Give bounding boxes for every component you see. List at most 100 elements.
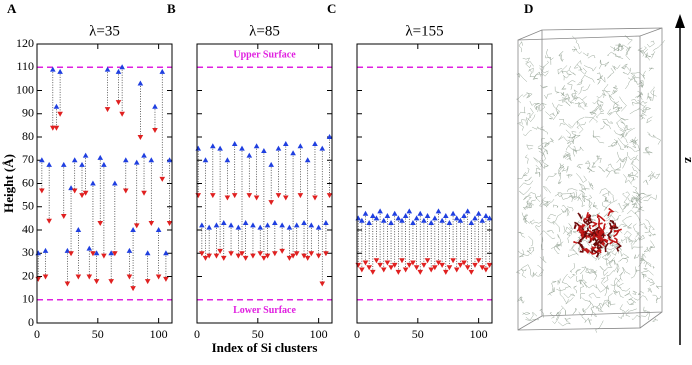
polymer-chain xyxy=(570,193,582,200)
marker xyxy=(46,161,52,167)
polymer-chain xyxy=(625,74,636,90)
polymer-chain xyxy=(571,191,577,202)
polymer-chain xyxy=(648,246,653,252)
surface-label: Lower Surface xyxy=(233,305,296,316)
polymer-chain xyxy=(598,166,605,173)
marker xyxy=(231,140,238,146)
polymer-chain xyxy=(559,123,566,127)
polymer-chain xyxy=(596,154,602,164)
polymer-chain xyxy=(645,106,652,112)
panel-title: λ=85 xyxy=(249,23,280,39)
polymer-chain xyxy=(515,94,524,104)
polymer-chain xyxy=(597,77,602,85)
marker xyxy=(119,111,125,117)
y-tick-label: 20 xyxy=(22,268,34,282)
polymer-chain xyxy=(632,191,641,200)
polymer-chain xyxy=(567,248,578,258)
marker xyxy=(410,220,416,226)
polymer-chain xyxy=(642,70,646,78)
marker xyxy=(239,251,245,257)
polymer-chain xyxy=(584,160,591,169)
polymer-chain xyxy=(603,199,611,203)
polymer-chain xyxy=(576,163,583,169)
marker xyxy=(370,213,376,219)
marker xyxy=(312,140,318,146)
polymer-chain xyxy=(532,73,544,80)
polymer-chain xyxy=(627,223,632,229)
polymer-chain xyxy=(603,212,611,222)
marker xyxy=(253,143,260,149)
polymer-chain xyxy=(620,120,627,129)
y-tick-label: 40 xyxy=(22,222,34,236)
polymer-chain xyxy=(647,40,655,48)
polymer-chain xyxy=(569,96,578,104)
polymer-chain xyxy=(632,204,639,211)
si-cluster xyxy=(607,236,615,245)
marker xyxy=(231,193,238,199)
marker xyxy=(432,215,438,221)
polymer-chain xyxy=(597,98,602,108)
polymer-chain xyxy=(619,129,626,139)
marker xyxy=(108,250,114,256)
polymer-chain xyxy=(561,85,567,90)
marker xyxy=(275,193,282,199)
polymer-chain xyxy=(631,138,638,146)
marker xyxy=(388,265,394,271)
polymer-chain xyxy=(596,102,605,113)
y-tick-label: 30 xyxy=(22,245,34,259)
polymer-chain xyxy=(648,172,655,182)
polymer-chain xyxy=(566,207,570,217)
polymer-chain xyxy=(525,311,538,321)
polymer-chain xyxy=(608,141,618,147)
polymer-chain xyxy=(558,51,564,62)
polymer-chain xyxy=(613,138,624,150)
marker xyxy=(479,217,486,223)
marker xyxy=(90,251,96,257)
marker xyxy=(319,281,326,287)
polymer-chain xyxy=(568,274,576,279)
polymer-chain xyxy=(560,194,573,200)
marker xyxy=(308,251,315,257)
polymer-chain xyxy=(616,263,620,274)
marker xyxy=(388,220,394,226)
polymer-chain xyxy=(643,246,649,253)
polymer-chain xyxy=(642,104,647,111)
polymer-chain xyxy=(516,72,528,82)
polymer-chain xyxy=(521,266,527,278)
polymer-chain xyxy=(600,277,606,288)
marker xyxy=(380,217,387,223)
polymer-chain xyxy=(608,190,615,201)
polymer-chain xyxy=(617,203,624,213)
polymer-chain xyxy=(640,258,645,261)
marker xyxy=(402,267,409,273)
marker xyxy=(395,269,402,275)
polymer-chain xyxy=(582,316,589,323)
marker xyxy=(246,152,253,158)
polymer-chain xyxy=(572,307,578,315)
si-cluster xyxy=(579,247,585,253)
marker xyxy=(417,210,424,216)
polymer-chain xyxy=(605,199,618,209)
polymer-chain xyxy=(592,155,600,165)
polymer-chain xyxy=(622,44,630,51)
marker xyxy=(464,208,471,214)
polymer-chain xyxy=(601,61,610,67)
marker xyxy=(326,193,333,199)
polymer-chain xyxy=(607,300,616,306)
marker xyxy=(286,255,293,261)
polymer-chain xyxy=(562,166,569,173)
polymer-chain xyxy=(542,60,549,68)
marker xyxy=(257,224,264,230)
marker xyxy=(195,145,202,151)
marker xyxy=(399,217,405,223)
polymer-chain xyxy=(603,270,614,284)
polymer-chain xyxy=(587,54,596,59)
si-cluster xyxy=(613,237,618,244)
polymer-chain xyxy=(587,317,592,325)
polymer-chain xyxy=(541,197,547,206)
polymer-chain xyxy=(576,124,584,134)
polymer-chain xyxy=(578,246,586,252)
marker xyxy=(144,250,151,256)
polymer-chain xyxy=(570,94,576,100)
polymer-chain xyxy=(638,234,645,241)
